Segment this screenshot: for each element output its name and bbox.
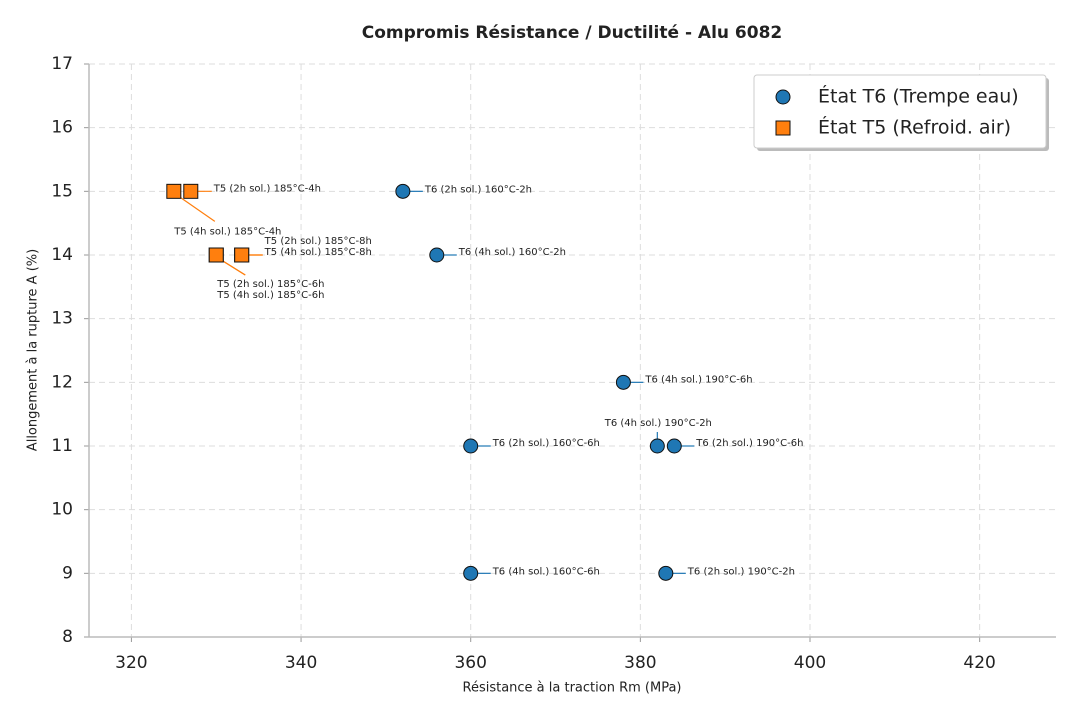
point-annotation: T6 (4h sol.) 190°C-2h [604, 418, 712, 429]
point-annotation: T6 (4h sol.) 160°C-6h [492, 566, 600, 577]
point-annotation: T6 (4h sol.) 160°C-2h [458, 247, 566, 258]
y-tick-label: 11 [51, 436, 73, 456]
point-annotation: T5 (2h sol.) 185°C-4h [213, 183, 321, 194]
legend-label: État T5 (Refroid. air) [818, 116, 1011, 139]
scatter-point [208, 247, 224, 263]
scatter-point [166, 183, 182, 199]
scatter-point [463, 438, 479, 454]
x-tick-label: 420 [963, 653, 995, 673]
legend-marker [775, 120, 791, 136]
scatter-point [234, 247, 250, 263]
x-tick-label: 320 [115, 653, 147, 673]
point-annotation: T5 (4h sol.) 185°C-4h [173, 226, 281, 237]
scatter-point [649, 438, 665, 454]
point-annotation: T6 (2h sol.) 160°C-2h [424, 184, 532, 195]
y-tick-label: 9 [62, 563, 73, 583]
annotation-arrow [220, 259, 246, 276]
y-tick-label: 14 [51, 245, 73, 265]
point-annotation: T5 (2h sol.) 185°C-8h [264, 236, 372, 247]
point-annotation: T6 (2h sol.) 190°C-6h [695, 438, 803, 449]
y-tick-label: 17 [51, 54, 73, 74]
annotation-arrow [178, 195, 216, 222]
scatter-point [463, 565, 479, 581]
point-annotation: T6 (2h sol.) 160°C-6h [492, 438, 600, 449]
point-annotation: T6 (2h sol.) 190°C-2h [687, 566, 795, 577]
y-axis-label: Allongement à la rupture A (%) [26, 249, 41, 451]
chart-title: Compromis Résistance / Ductilité - Alu 6… [362, 23, 782, 43]
scatter-point [395, 183, 411, 199]
y-tick-label: 10 [51, 500, 73, 520]
x-tick-label: 360 [454, 653, 486, 673]
y-tick-label: 8 [62, 627, 73, 647]
legend-marker [775, 89, 791, 105]
legend-label: État T6 (Trempe eau) [818, 85, 1019, 108]
legend [753, 74, 1047, 149]
point-annotation: T5 (2h sol.) 185°C-6h [216, 279, 324, 290]
x-axis-label: Résistance à la traction Rm (MPa) [463, 681, 682, 696]
scatter-point [666, 438, 682, 454]
x-tick-label: 400 [794, 653, 826, 673]
x-tick-label: 340 [285, 653, 317, 673]
scatter-point [615, 374, 631, 390]
point-annotation: T5 (4h sol.) 185°C-6h [216, 290, 324, 301]
y-tick-label: 15 [51, 181, 73, 201]
y-tick-label: 13 [51, 309, 73, 329]
scatter-point [183, 183, 199, 199]
y-tick-label: 16 [51, 118, 73, 138]
x-tick-label: 380 [624, 653, 656, 673]
scatter-point [429, 247, 445, 263]
point-annotation: T5 (4h sol.) 185°C-8h [264, 247, 372, 258]
scatter-point [658, 565, 674, 581]
y-tick-label: 12 [51, 372, 73, 392]
point-annotation: T6 (4h sol.) 190°C-6h [644, 374, 752, 385]
